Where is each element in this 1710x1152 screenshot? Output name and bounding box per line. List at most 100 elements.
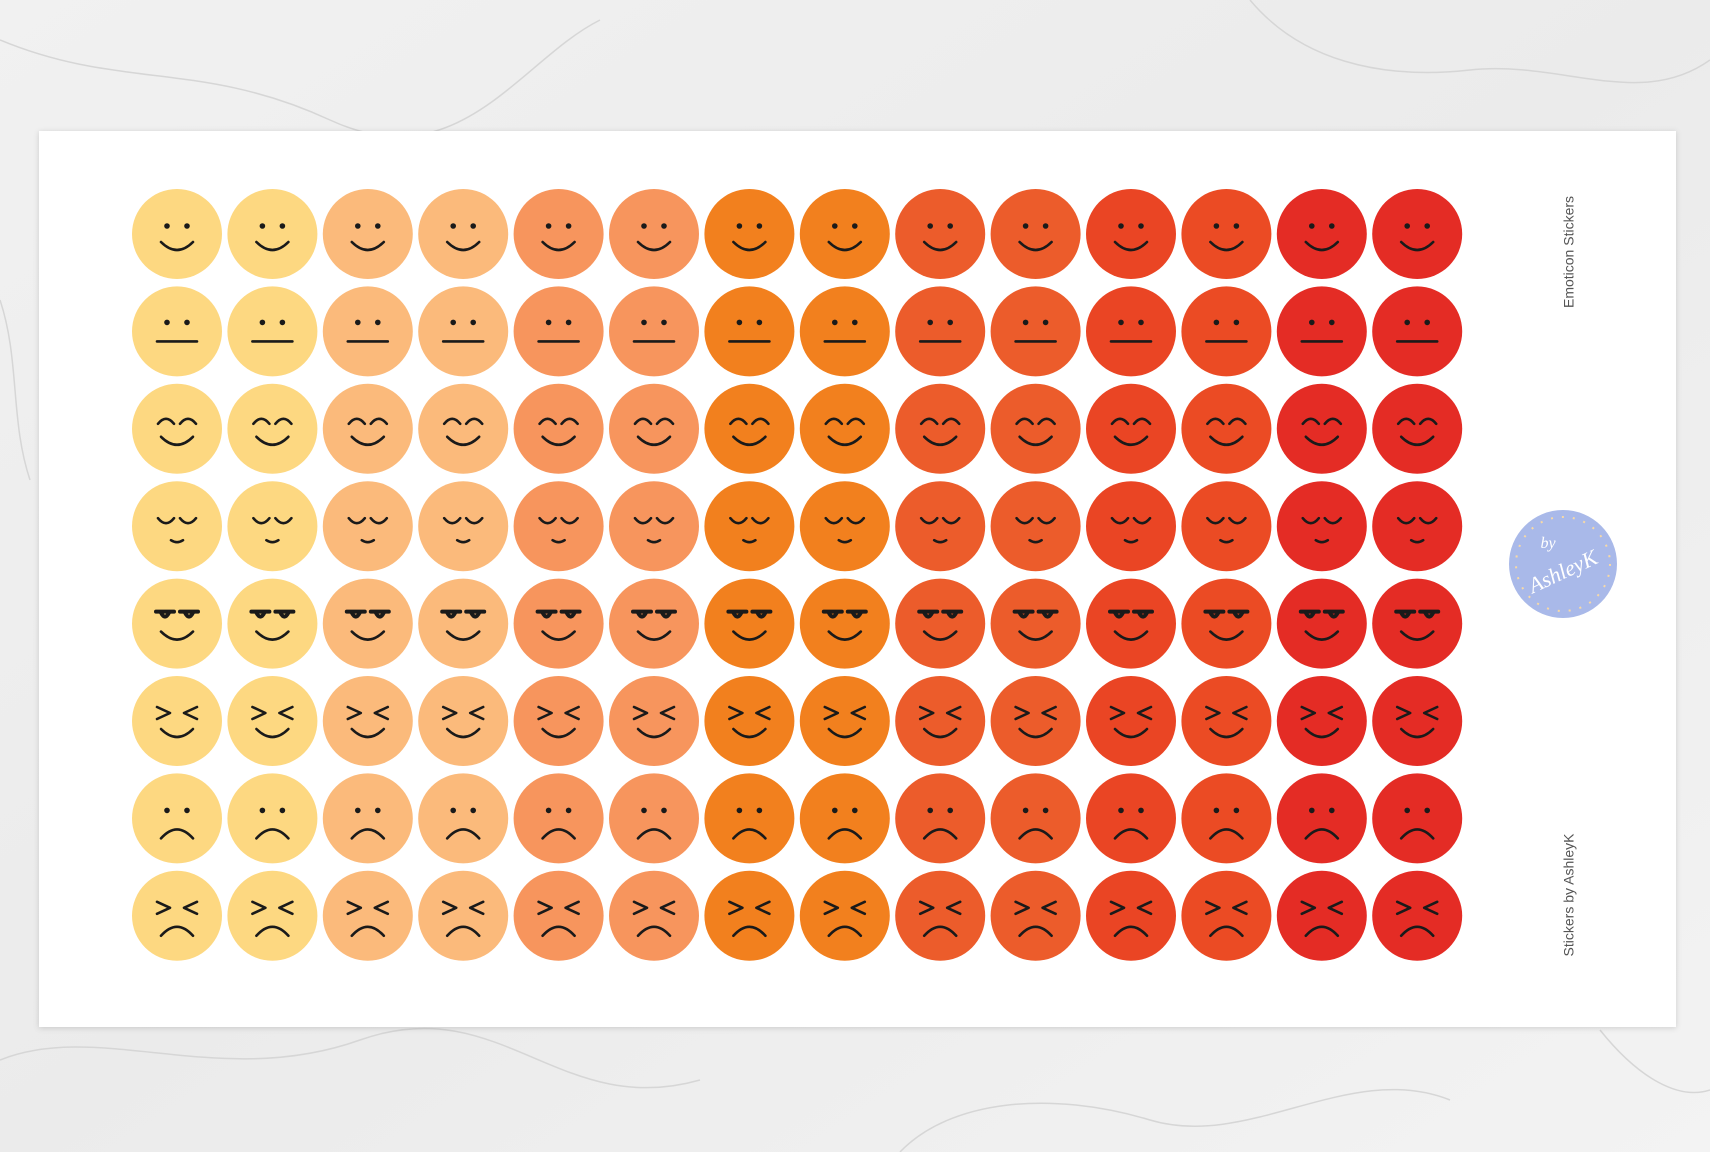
emoticon-sticker <box>322 676 413 766</box>
face-line <box>1395 705 1412 721</box>
sticker-circle <box>609 286 699 377</box>
eye <box>470 319 476 326</box>
sticker-circle <box>895 578 986 669</box>
sticker-circle <box>799 870 890 961</box>
face-line <box>827 925 863 938</box>
eye <box>259 807 266 814</box>
logo-ring <box>1515 516 1611 612</box>
face-line <box>1018 435 1053 447</box>
face-line <box>636 828 672 840</box>
sticker-circle <box>418 189 509 279</box>
sticker-circle <box>1276 773 1367 864</box>
face-line <box>178 417 198 426</box>
face-line <box>932 538 948 544</box>
face-line <box>827 435 863 447</box>
face-line <box>538 417 557 426</box>
face-line <box>255 435 290 447</box>
eye <box>1424 319 1430 326</box>
eye <box>661 223 667 229</box>
face-line <box>178 516 198 525</box>
face-line <box>827 630 863 641</box>
sticker-circle <box>418 676 509 766</box>
eye <box>1118 223 1124 229</box>
eye <box>184 807 190 814</box>
emoticon-sticker <box>799 383 890 474</box>
face-line <box>1113 828 1149 840</box>
face-line <box>837 538 853 544</box>
face-line <box>633 516 653 525</box>
emoticon-sticker <box>895 286 986 377</box>
emoticon-sticker <box>1276 481 1367 572</box>
emoticon-sticker <box>799 286 890 377</box>
eye <box>1233 319 1240 326</box>
face-line <box>751 417 770 426</box>
face-line <box>1396 516 1416 525</box>
face-line <box>850 900 867 916</box>
sticker-circle <box>799 286 890 377</box>
face-line <box>278 705 294 721</box>
sticker-circle <box>704 383 795 474</box>
face-line <box>732 925 767 938</box>
sticker-circle <box>227 676 318 766</box>
face-line <box>1110 417 1130 426</box>
emoticon-sticker <box>895 773 986 864</box>
face-line <box>1015 417 1034 426</box>
sticker-circle <box>1181 383 1272 474</box>
emoticon-sticker <box>1181 481 1272 572</box>
emoticon-sticker <box>322 286 413 377</box>
face-line <box>541 925 576 938</box>
face-line <box>445 630 481 641</box>
face-line <box>1304 435 1340 447</box>
face-line <box>922 240 958 252</box>
sticker-circle <box>990 870 1081 961</box>
face-line <box>155 705 172 721</box>
face-line <box>540 610 577 619</box>
eye <box>1138 807 1144 814</box>
emoticon-sticker <box>227 578 318 669</box>
emoticon-sticker <box>513 578 604 669</box>
face-line <box>537 900 553 916</box>
emoticon-sticker <box>704 286 795 377</box>
face-line <box>464 417 484 426</box>
sticker-circle <box>895 481 986 572</box>
face-line <box>1304 828 1340 840</box>
sticker-circle <box>418 578 509 669</box>
emoticon-sticker <box>990 870 1081 961</box>
face-line <box>169 538 185 544</box>
emoticon-sticker <box>227 383 318 474</box>
emoticon-sticker <box>418 773 509 864</box>
face-line <box>636 925 672 938</box>
emoticon-sticker <box>1181 773 1272 864</box>
sticker-circle <box>799 383 890 474</box>
eye <box>259 223 266 229</box>
face-line <box>922 435 958 447</box>
face-line <box>1018 828 1053 840</box>
face-line <box>751 516 770 525</box>
emoticon-sticker <box>799 578 890 669</box>
sticker-circle <box>513 870 604 961</box>
face-line <box>1209 435 1244 447</box>
emoticon-sticker <box>1276 189 1367 279</box>
face-line <box>941 417 961 426</box>
face-line <box>941 516 961 525</box>
face-line <box>350 925 386 938</box>
face-line <box>632 705 649 721</box>
face-line <box>732 828 767 840</box>
face-line <box>636 435 672 447</box>
eye <box>375 319 381 326</box>
face-line <box>1399 240 1435 252</box>
sticker-circle <box>132 578 222 669</box>
face-line <box>159 610 195 619</box>
eye <box>355 223 361 229</box>
emoticon-sticker <box>322 481 413 572</box>
face-line <box>1041 705 1057 721</box>
face-line <box>918 900 935 916</box>
logo-badge <box>1509 510 1617 618</box>
sticker-circle <box>418 286 509 377</box>
face-line <box>369 516 389 525</box>
emoticon-sticker <box>227 481 318 572</box>
face-line <box>455 538 471 544</box>
face-line <box>346 900 363 916</box>
eye <box>1042 319 1049 326</box>
eye <box>1118 807 1124 814</box>
